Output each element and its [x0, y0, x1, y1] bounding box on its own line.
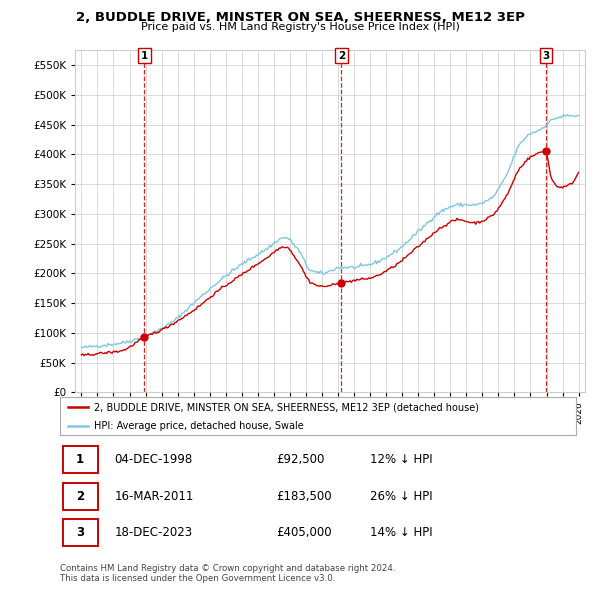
Text: 1: 1 — [140, 51, 148, 61]
Text: £405,000: £405,000 — [277, 526, 332, 539]
Text: 1: 1 — [76, 453, 84, 466]
FancyBboxPatch shape — [62, 483, 98, 510]
Text: £92,500: £92,500 — [277, 453, 325, 466]
Text: £183,500: £183,500 — [277, 490, 332, 503]
Text: HPI: Average price, detached house, Swale: HPI: Average price, detached house, Swal… — [94, 421, 303, 431]
Text: 14% ↓ HPI: 14% ↓ HPI — [370, 526, 432, 539]
Text: 3: 3 — [76, 526, 84, 539]
Text: 26% ↓ HPI: 26% ↓ HPI — [370, 490, 432, 503]
FancyBboxPatch shape — [62, 519, 98, 546]
Text: 2: 2 — [338, 51, 345, 61]
Text: 2, BUDDLE DRIVE, MINSTER ON SEA, SHEERNESS, ME12 3EP: 2, BUDDLE DRIVE, MINSTER ON SEA, SHEERNE… — [76, 11, 524, 24]
Text: 18-DEC-2023: 18-DEC-2023 — [114, 526, 193, 539]
Text: 16-MAR-2011: 16-MAR-2011 — [114, 490, 194, 503]
Text: 2: 2 — [76, 490, 84, 503]
Text: 2, BUDDLE DRIVE, MINSTER ON SEA, SHEERNESS, ME12 3EP (detached house): 2, BUDDLE DRIVE, MINSTER ON SEA, SHEERNE… — [94, 402, 479, 412]
Text: 12% ↓ HPI: 12% ↓ HPI — [370, 453, 432, 466]
FancyBboxPatch shape — [62, 446, 98, 473]
Text: 04-DEC-1998: 04-DEC-1998 — [114, 453, 193, 466]
Text: Contains HM Land Registry data © Crown copyright and database right 2024.
This d: Contains HM Land Registry data © Crown c… — [60, 563, 395, 583]
Text: Price paid vs. HM Land Registry's House Price Index (HPI): Price paid vs. HM Land Registry's House … — [140, 22, 460, 32]
Text: 3: 3 — [542, 51, 550, 61]
